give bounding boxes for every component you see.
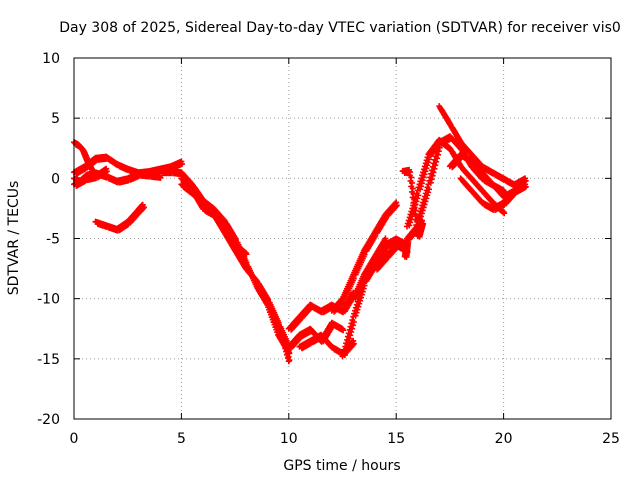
data-point	[285, 358, 292, 365]
data-point	[522, 181, 529, 188]
data-point	[426, 186, 433, 193]
data-point	[139, 201, 146, 208]
data-point	[425, 189, 432, 196]
data-point	[406, 166, 413, 173]
y-tick-label: 5	[51, 111, 60, 127]
data-point	[354, 306, 361, 313]
x-tick-label: 15	[387, 431, 405, 447]
data-point	[419, 177, 426, 184]
data-point	[242, 249, 249, 256]
data-point	[420, 204, 427, 211]
y-tick-label: 0	[51, 171, 60, 187]
x-tick-label: 20	[495, 431, 513, 447]
data-point	[359, 288, 366, 295]
data-point	[500, 187, 507, 194]
data-point	[434, 155, 441, 162]
data-point	[436, 144, 443, 151]
tick-labels: 0 5 10 15 20 25 -20 -15 -10 -5 0 5 10	[37, 51, 620, 447]
data-point	[500, 209, 507, 216]
data-points	[71, 103, 529, 365]
data-point	[424, 162, 431, 169]
data-point	[418, 180, 425, 187]
x-tick-label: 25	[602, 431, 620, 447]
data-point	[406, 222, 413, 229]
y-tick-label: -10	[37, 292, 60, 308]
data-point	[178, 158, 185, 165]
data-point	[426, 156, 433, 163]
y-tick-label: 10	[42, 51, 60, 67]
data-point	[349, 325, 356, 332]
y-tick-label: -20	[37, 412, 60, 428]
data-point	[431, 165, 438, 172]
data-point	[417, 186, 424, 193]
data-point	[429, 172, 436, 179]
data-point	[522, 175, 529, 182]
data-point	[339, 325, 346, 332]
data-point	[348, 328, 355, 335]
x-tick-label: 10	[280, 431, 298, 447]
data-point	[350, 319, 357, 326]
grid-lines	[74, 58, 611, 419]
data-point	[355, 303, 362, 310]
data-point	[414, 195, 421, 202]
data-point	[428, 176, 435, 183]
y-tick-label: -15	[37, 352, 60, 368]
data-point	[421, 171, 428, 178]
data-point	[343, 345, 350, 352]
data-point	[433, 158, 440, 165]
data-point	[344, 342, 351, 349]
data-point	[415, 192, 422, 199]
data-point	[358, 294, 365, 301]
data-point	[424, 192, 431, 199]
chart-title: Day 308 of 2025, Sidereal Day-to-day VTE…	[59, 20, 621, 36]
data-point	[422, 198, 429, 205]
data-point	[432, 162, 439, 169]
data-point	[423, 195, 430, 202]
data-point	[353, 309, 360, 316]
x-tick-label: 5	[177, 431, 186, 447]
data-point	[417, 183, 424, 190]
data-point	[421, 201, 428, 208]
data-point	[346, 335, 353, 342]
data-point	[435, 148, 442, 155]
x-tick-label: 0	[70, 431, 79, 447]
data-point	[88, 165, 95, 172]
data-point	[419, 207, 426, 214]
data-point	[347, 332, 354, 339]
data-point	[352, 312, 359, 319]
data-point	[382, 235, 389, 242]
data-point	[420, 174, 427, 181]
data-point	[430, 169, 437, 176]
data-point	[393, 199, 400, 206]
data-point	[350, 337, 357, 344]
data-point	[401, 253, 408, 260]
data-point	[345, 338, 352, 345]
data-point	[342, 348, 349, 355]
data-point	[357, 297, 364, 304]
data-point	[425, 159, 432, 166]
data-point	[341, 352, 348, 359]
data-point	[423, 165, 430, 172]
data-point	[349, 322, 356, 329]
plot-frame	[73, 57, 612, 420]
y-axis-label: SDTVAR / TECUs	[6, 181, 22, 296]
data-point	[356, 300, 363, 307]
data-point	[418, 210, 425, 217]
data-point	[407, 219, 414, 226]
data-point	[434, 151, 441, 158]
y-tick-label: -5	[46, 232, 60, 248]
data-point	[427, 179, 434, 186]
data-point	[422, 168, 429, 175]
data-point	[103, 165, 110, 172]
x-axis-label: GPS time / hours	[283, 458, 400, 474]
